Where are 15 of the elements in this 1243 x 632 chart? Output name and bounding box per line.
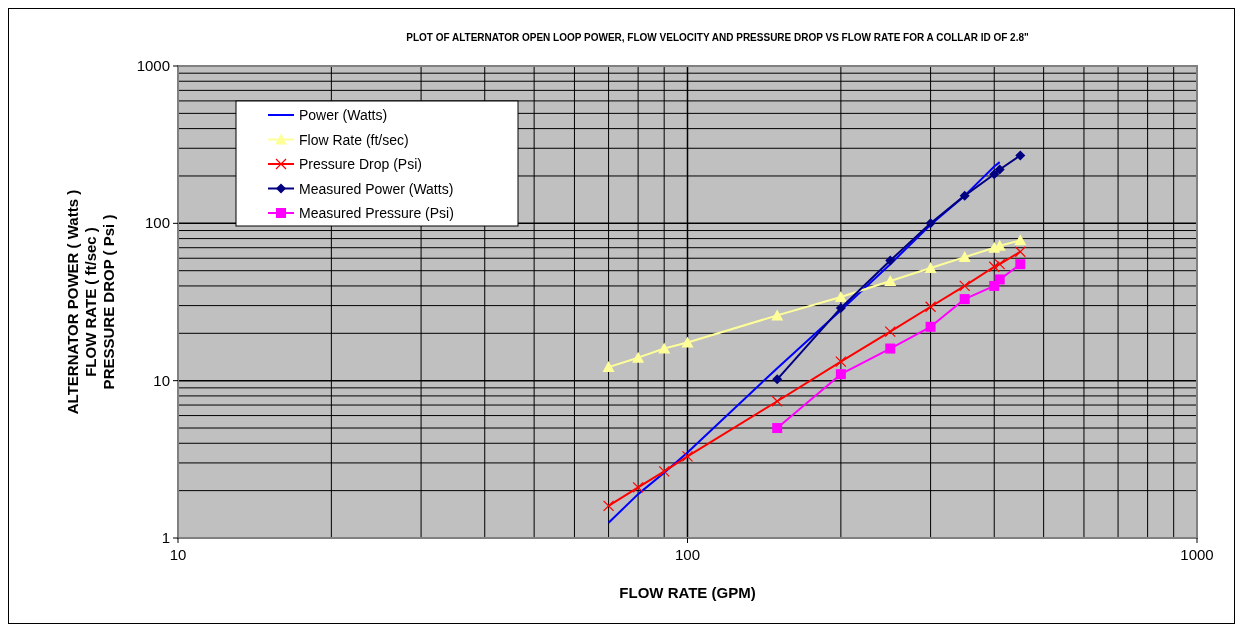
legend-label: Power (Watts) xyxy=(299,107,388,123)
chart-title: PLOT OF ALTERNATOR OPEN LOOP POWER, FLOW VELOCITY AND PRESSURE DROP VS FLOW RATE FOR A COLLAR ID OF 2.8" xyxy=(406,32,1030,43)
legend-label: Measured Pressure (Psi) xyxy=(299,205,454,221)
x-tick-label: 100 xyxy=(674,546,701,563)
y-tick-label: 1000 xyxy=(136,57,170,74)
y-tick-label: 10 xyxy=(153,371,170,389)
x-axis-title: FLOW RATE (GPM) xyxy=(619,584,756,601)
legend-label: Flow Rate (ft/sec) xyxy=(299,131,409,148)
y-tick-label: 1 xyxy=(161,529,170,546)
x-tick-label: 10 xyxy=(169,546,187,563)
y-axis-title: ALTERNATOR POWER ( Watts ) FLOW RATE ( ft/sec ) PRESSURE DROP ( Psi ) xyxy=(64,189,117,415)
x-tick-label: 1000 xyxy=(1180,546,1214,563)
legend-label: Pressure Drop (Psi) xyxy=(299,156,422,172)
legend-label: Measured Power (Watts) xyxy=(299,180,454,197)
y-tick-label: 100 xyxy=(144,214,170,232)
